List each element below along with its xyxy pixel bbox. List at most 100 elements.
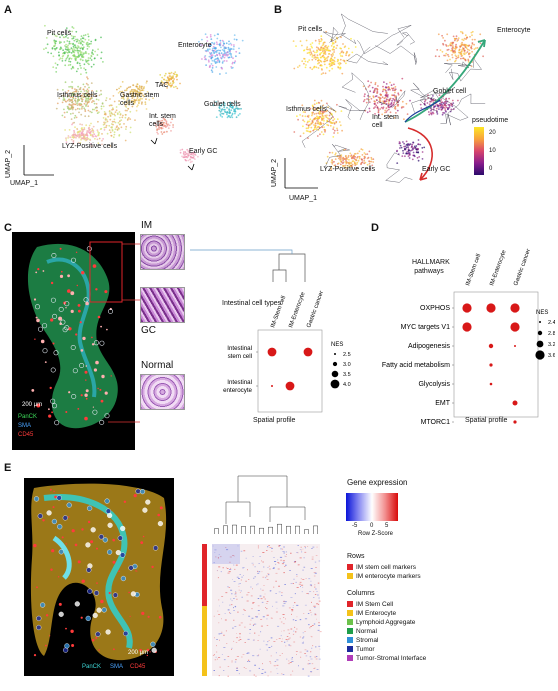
tissue-e-epithelium bbox=[43, 494, 133, 649]
umap-a-point bbox=[69, 42, 72, 45]
umap-a-point bbox=[100, 93, 103, 96]
tissue-e-stain-cd45: CD45 bbox=[130, 664, 146, 670]
heatmap-cell bbox=[317, 629, 320, 631]
heatmap-cell bbox=[261, 601, 264, 603]
umap-a-point bbox=[83, 102, 86, 105]
umap-b-point bbox=[326, 49, 329, 52]
heatmap-cell bbox=[278, 638, 281, 639]
umap-b-point bbox=[392, 97, 394, 100]
heatmap-cell bbox=[251, 562, 254, 564]
umap-a-point bbox=[91, 127, 93, 130]
umap-a-point bbox=[170, 71, 173, 74]
heatmap-cell bbox=[313, 591, 315, 593]
umap-b-point bbox=[474, 38, 476, 41]
umap-b-point bbox=[313, 103, 316, 106]
umap-a-point bbox=[165, 120, 168, 123]
umap-a-point bbox=[68, 103, 71, 106]
umap-b-point bbox=[348, 158, 350, 161]
umap-a-point bbox=[88, 95, 91, 97]
heatmap-cell bbox=[257, 610, 260, 611]
umap-a-point bbox=[171, 118, 174, 121]
umap-a-point bbox=[221, 108, 224, 110]
roi-circle bbox=[64, 301, 70, 307]
dotplot-size-legend-dot bbox=[537, 330, 543, 336]
heatmap-cell bbox=[275, 601, 278, 603]
umap-b-point bbox=[345, 52, 348, 55]
umap-a-point bbox=[160, 122, 163, 125]
umap-b-point bbox=[432, 111, 434, 114]
umap-a-point bbox=[61, 34, 64, 37]
umap-b-point bbox=[315, 51, 318, 54]
umap-b-point bbox=[402, 149, 404, 152]
umap-a-point bbox=[73, 129, 75, 132]
umap-a-point bbox=[141, 101, 143, 104]
tissue-c-cd45-spot bbox=[106, 328, 108, 331]
umap-b-point bbox=[330, 45, 333, 47]
heatmap-cell bbox=[269, 590, 272, 592]
umap-b-point bbox=[331, 151, 334, 154]
heatmap-cell bbox=[284, 641, 286, 643]
umap-b-point bbox=[329, 58, 332, 61]
dotplot-category-label: IM-Enterocyte bbox=[489, 249, 508, 287]
umap-a-point bbox=[76, 102, 78, 105]
umap-b-point bbox=[351, 160, 354, 163]
umap-b-point bbox=[336, 60, 339, 63]
heatmap-cell bbox=[275, 611, 278, 613]
tissue-c-cd45-spot bbox=[40, 339, 45, 344]
heatmap-cell bbox=[244, 642, 246, 643]
tissue-c-cd45-spot bbox=[97, 315, 101, 319]
umap-a-point bbox=[228, 40, 230, 43]
umap-a-point bbox=[86, 130, 89, 132]
umap-b-point bbox=[366, 111, 369, 114]
heatmap-cell bbox=[240, 550, 243, 552]
umap-b-point bbox=[438, 55, 441, 58]
umap-b-point bbox=[368, 95, 371, 98]
umap-a-point bbox=[138, 102, 140, 104]
umap-a-point bbox=[139, 94, 141, 97]
umap-b-point bbox=[468, 55, 471, 58]
umap-b-point bbox=[363, 98, 366, 101]
heatmap-cell bbox=[307, 675, 310, 677]
roi-circle bbox=[120, 575, 127, 582]
umap-b-point bbox=[479, 33, 482, 36]
umap-a-point bbox=[74, 58, 77, 61]
umap-b-point bbox=[379, 97, 382, 100]
heatmap-cell bbox=[313, 597, 315, 598]
umap-b-point bbox=[441, 50, 444, 53]
umap-b-point bbox=[405, 102, 408, 105]
heatmap-cell bbox=[216, 645, 217, 647]
umap-b-point bbox=[467, 48, 469, 51]
umap-a-point bbox=[85, 124, 88, 127]
heatmap-cell bbox=[230, 589, 233, 591]
umap-b-point bbox=[323, 126, 325, 128]
umap-a-point bbox=[175, 85, 177, 88]
heatmap-cell bbox=[307, 546, 309, 547]
heatmap-cell bbox=[270, 662, 272, 664]
umap-b-point bbox=[458, 49, 460, 52]
umap-b-point bbox=[316, 135, 319, 137]
heatmap-cell bbox=[230, 567, 232, 569]
umap-b-point bbox=[448, 103, 451, 106]
umap-a-point bbox=[64, 45, 66, 47]
umap-b-point bbox=[317, 121, 319, 124]
umap-a-point bbox=[186, 148, 189, 151]
umap-a-point bbox=[173, 73, 176, 76]
umap-a-point bbox=[228, 108, 231, 111]
umap-a-point bbox=[182, 156, 185, 159]
heatmap-cell bbox=[252, 564, 254, 566]
dotplot-row-label: MTORC1 bbox=[421, 419, 451, 426]
umap-a-point bbox=[214, 55, 217, 57]
umap-b-point bbox=[448, 97, 450, 100]
umap-b-point bbox=[465, 37, 468, 39]
umap-a-point bbox=[73, 131, 76, 134]
heatmap-cell bbox=[302, 632, 305, 634]
heatmap-cell bbox=[247, 661, 249, 662]
umap-a-point bbox=[71, 101, 73, 104]
umap-a-point bbox=[239, 113, 241, 115]
roi-circle bbox=[42, 323, 48, 329]
umap-b-point bbox=[382, 107, 384, 110]
umap-a-point bbox=[107, 115, 109, 118]
umap-a-point bbox=[216, 43, 219, 46]
umap-a-point bbox=[79, 136, 82, 138]
umap-a-point bbox=[125, 106, 128, 108]
